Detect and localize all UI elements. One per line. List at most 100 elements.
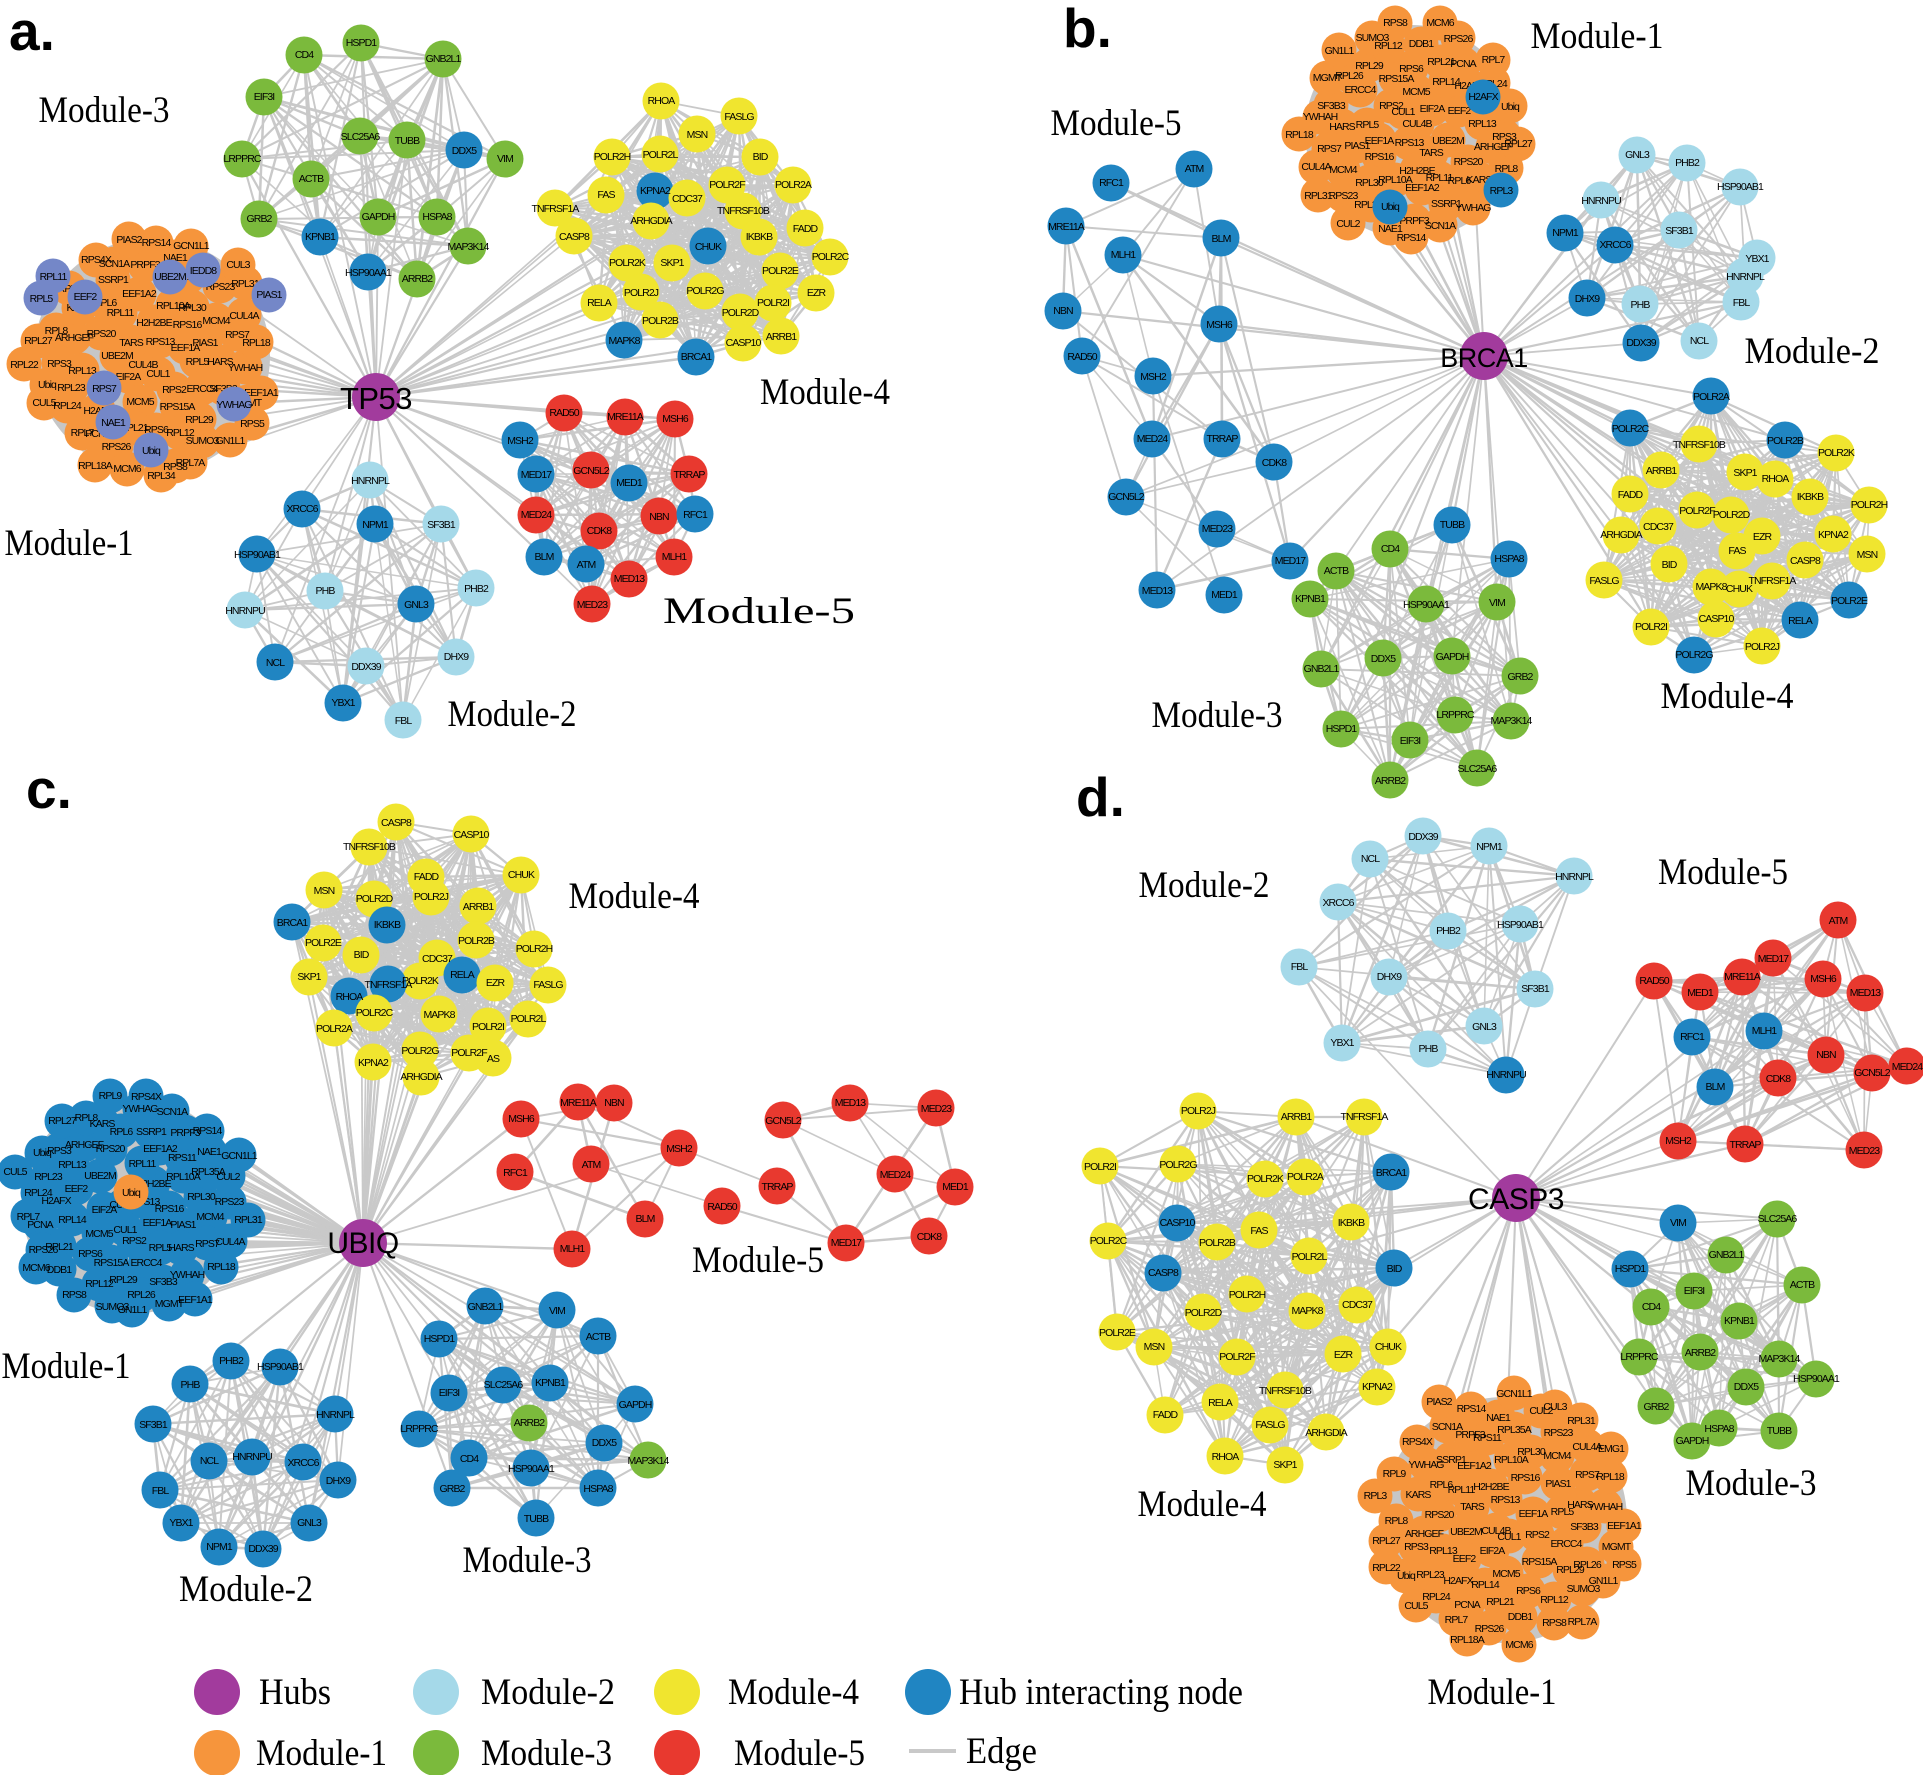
svg-text:POLR2H: POLR2H [516, 943, 553, 955]
svg-text:TP53: TP53 [340, 381, 412, 416]
svg-text:POLR2F: POLR2F [1219, 1351, 1255, 1363]
svg-text:SUMO3: SUMO3 [1567, 1583, 1601, 1595]
svg-text:MRE11A: MRE11A [560, 1097, 597, 1109]
svg-text:Ubiq: Ubiq [1501, 101, 1520, 113]
svg-text:TUBB: TUBB [524, 1513, 549, 1525]
svg-text:DDB1: DDB1 [47, 1264, 72, 1276]
svg-text:GRB2: GRB2 [1508, 671, 1534, 683]
svg-text:RELA: RELA [587, 297, 612, 309]
svg-text:RPL21: RPL21 [1427, 56, 1456, 68]
svg-text:NAE1: NAE1 [101, 417, 126, 429]
svg-text:CUL4B: CUL4B [128, 359, 158, 371]
svg-text:POLR2L: POLR2L [643, 149, 679, 161]
svg-text:GAPDH: GAPDH [1676, 1435, 1709, 1447]
svg-text:POLR2G: POLR2G [1675, 649, 1713, 661]
svg-text:YBX1: YBX1 [1330, 1037, 1354, 1049]
svg-text:CDK8: CDK8 [587, 525, 612, 537]
svg-text:RPL31: RPL31 [1304, 190, 1333, 202]
svg-text:RFC1: RFC1 [1680, 1031, 1705, 1043]
svg-text:TNFRSF1A: TNFRSF1A [1340, 1111, 1388, 1123]
svg-text:MSN: MSN [1144, 1341, 1165, 1353]
svg-text:SCN1A: SCN1A [1432, 1421, 1463, 1433]
svg-text:HARS: HARS [1329, 121, 1355, 133]
svg-text:POLR2H: POLR2H [1229, 1289, 1266, 1301]
svg-text:RPS11: RPS11 [1473, 1432, 1502, 1444]
svg-text:TNFRSF10B: TNFRSF10B [1673, 439, 1726, 451]
svg-text:RPS5: RPS5 [1612, 1559, 1637, 1571]
svg-text:Module-2: Module-2 [481, 1672, 615, 1713]
svg-text:HSP90AA1: HSP90AA1 [1403, 599, 1450, 611]
svg-text:CASP8: CASP8 [559, 231, 590, 243]
svg-text:NAE1: NAE1 [1378, 223, 1403, 235]
svg-text:SKP1: SKP1 [297, 971, 321, 983]
svg-text:ATM: ATM [1829, 915, 1848, 927]
svg-text:KPNA2: KPNA2 [640, 185, 671, 197]
svg-text:RPS14: RPS14 [1457, 1403, 1487, 1415]
svg-text:RPL27: RPL27 [48, 1115, 77, 1127]
svg-text:YWHAG: YWHAG [1455, 202, 1491, 214]
svg-text:BLM: BLM [535, 551, 554, 563]
svg-text:MCM6: MCM6 [1426, 17, 1454, 29]
svg-text:RPL6: RPL6 [1448, 175, 1472, 187]
svg-text:GRB2: GRB2 [440, 1483, 466, 1495]
svg-text:BID: BID [1387, 1263, 1403, 1275]
svg-text:CDC37: CDC37 [422, 953, 453, 965]
svg-text:MCM5: MCM5 [1492, 1568, 1520, 1580]
svg-text:Module-2: Module-2 [179, 1569, 313, 1610]
svg-text:CUL1: CUL1 [146, 368, 170, 380]
svg-text:RPL7A: RPL7A [1568, 1616, 1598, 1628]
svg-text:EEF1A2: EEF1A2 [1457, 1460, 1492, 1472]
svg-text:POLR2K: POLR2K [609, 257, 646, 269]
svg-text:Module-1: Module-1 [1428, 1672, 1557, 1713]
svg-text:GRB2: GRB2 [247, 213, 273, 225]
svg-text:GAPDH: GAPDH [1436, 651, 1469, 663]
svg-text:POLR2G: POLR2G [1159, 1159, 1197, 1171]
svg-text:MRE11A: MRE11A [1724, 971, 1761, 983]
svg-text:POLR2J: POLR2J [1181, 1105, 1216, 1117]
svg-text:MSH2: MSH2 [1665, 1135, 1692, 1147]
svg-text:SF3B1: SF3B1 [427, 519, 456, 531]
svg-text:CUL4A: CUL4A [229, 310, 259, 322]
svg-text:NPM1: NPM1 [362, 519, 389, 531]
svg-text:RPS23: RPS23 [1544, 1427, 1574, 1439]
svg-text:PIAS1: PIAS1 [1344, 140, 1370, 152]
svg-text:ARRB2: ARRB2 [402, 273, 434, 285]
svg-text:RPS7: RPS7 [1575, 1469, 1600, 1481]
svg-text:ACTB: ACTB [1324, 565, 1349, 577]
svg-text:CDK8: CDK8 [1262, 457, 1287, 469]
svg-text:SF3B1: SF3B1 [139, 1419, 168, 1431]
svg-text:Module-5: Module-5 [692, 1240, 824, 1281]
svg-text:MAP3K14: MAP3K14 [448, 241, 490, 253]
svg-text:NCL: NCL [1361, 853, 1380, 865]
svg-text:MRE11A: MRE11A [1048, 221, 1085, 233]
svg-text:VIM: VIM [497, 153, 513, 165]
svg-text:SCN1A: SCN1A [1425, 220, 1456, 232]
svg-text:RPS8: RPS8 [62, 1289, 87, 1301]
svg-text:BRCA1: BRCA1 [277, 917, 309, 929]
svg-text:RPS7: RPS7 [195, 1238, 220, 1250]
svg-text:Module-5: Module-5 [734, 1733, 865, 1774]
svg-text:HSPA8: HSPA8 [422, 211, 452, 223]
svg-text:EZR: EZR [486, 977, 506, 989]
svg-text:CDC37: CDC37 [1342, 1299, 1373, 1311]
svg-text:POLR2I: POLR2I [1635, 621, 1667, 633]
svg-text:POLR2E: POLR2E [1099, 1327, 1136, 1339]
svg-text:XRCC6: XRCC6 [286, 503, 318, 515]
svg-text:RPS23: RPS23 [1329, 190, 1359, 202]
svg-text:RPS11: RPS11 [168, 1152, 197, 1164]
svg-text:IKBKB: IKBKB [374, 919, 401, 931]
svg-text:RPL11: RPL11 [129, 1158, 157, 1170]
svg-text:MSH6: MSH6 [1810, 973, 1837, 985]
svg-text:SKP1: SKP1 [1733, 467, 1757, 479]
svg-text:RPL6: RPL6 [1430, 1479, 1454, 1491]
svg-text:CUL1: CUL1 [113, 1224, 137, 1236]
svg-text:RPS26: RPS26 [1444, 33, 1474, 45]
svg-text:EEF1A1: EEF1A1 [1607, 1520, 1642, 1532]
svg-text:PIAS1: PIAS1 [1545, 1478, 1571, 1490]
svg-text:BID: BID [1662, 559, 1678, 571]
svg-text:TARS: TARS [1419, 147, 1444, 159]
svg-text:POLR2D: POLR2D [722, 307, 760, 319]
svg-text:POLR2J: POLR2J [624, 287, 659, 299]
svg-text:GN1L1: GN1L1 [118, 1304, 148, 1316]
svg-text:ARRB2: ARRB2 [1685, 1347, 1717, 1359]
